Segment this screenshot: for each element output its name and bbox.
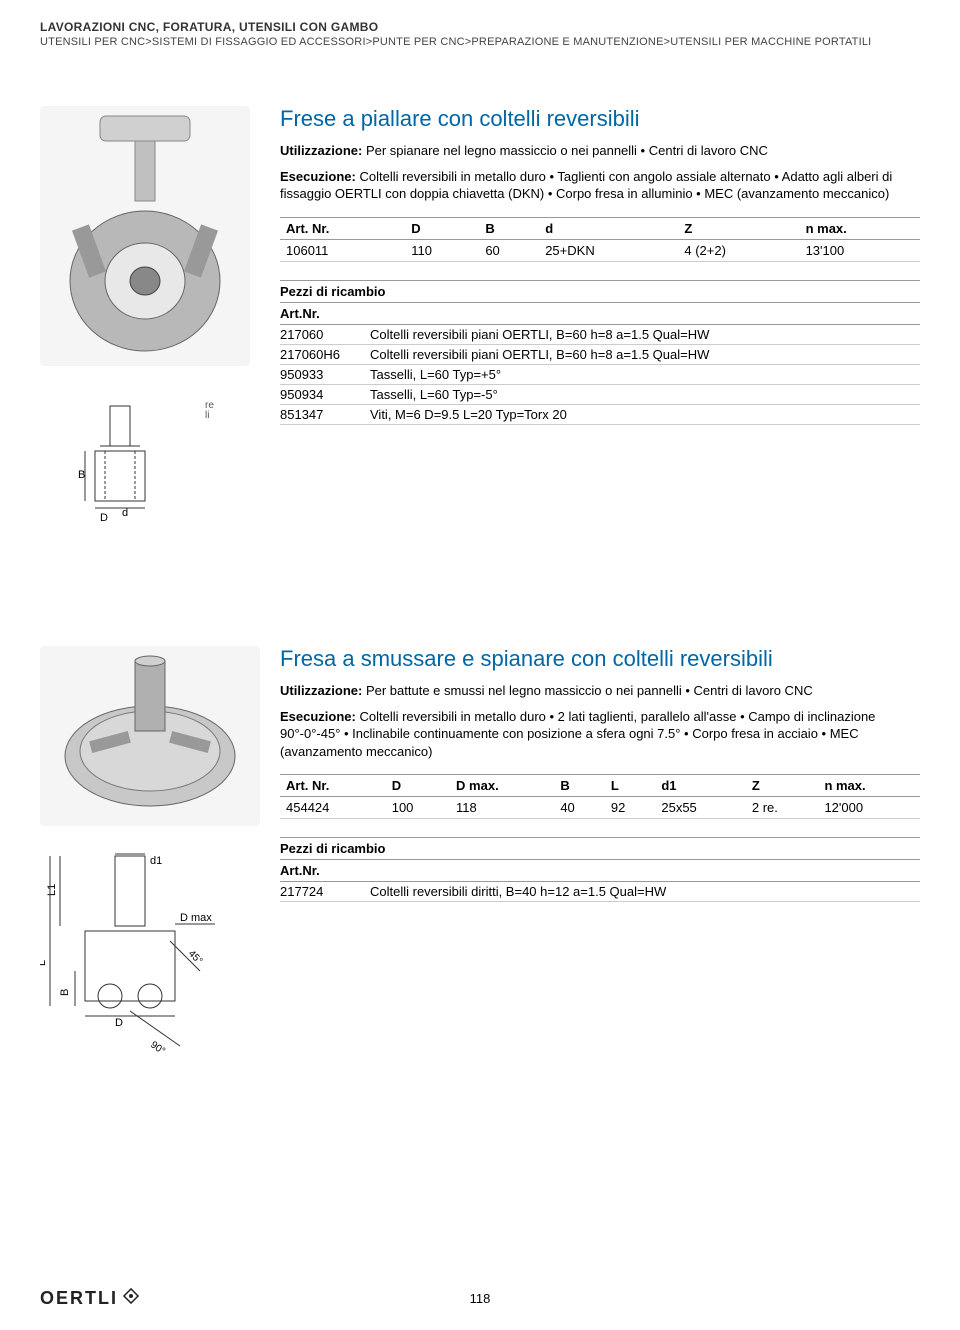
product-section-2: d1 45° 90° L1 L B D D max <box>0 646 960 1076</box>
spec-header: L <box>605 775 656 797</box>
svg-text:D: D <box>115 1017 123 1029</box>
spec-cell: 2 re. <box>746 797 819 819</box>
product-section-1: re li B d D Frese a piallare con coltell… <box>0 106 960 526</box>
brand-logo: OERTLI <box>40 1287 140 1310</box>
page-number: 118 <box>470 1291 491 1306</box>
utilization-2: Utilizzazione: Per battute e smussi nel … <box>280 682 920 700</box>
dim-D: D <box>100 512 108 524</box>
spec-cell: 40 <box>554 797 605 819</box>
spare-cell: Coltelli reversibili piani OERTLI, B=60 … <box>370 325 920 345</box>
svg-text:90°: 90° <box>148 1039 167 1057</box>
spec-cell: 110 <box>405 239 479 261</box>
spec-header: d1 <box>655 775 746 797</box>
spec-cell: 118 <box>450 797 554 819</box>
utilization-1: Utilizzazione: Per spianare nel legno ma… <box>280 142 920 160</box>
spec-cell: 25+DKN <box>539 239 678 261</box>
svg-text:45°: 45° <box>186 948 204 966</box>
spec-header: Z <box>678 217 799 239</box>
spare-cell: 217724 <box>280 882 370 902</box>
spec-cell: 4 (2+2) <box>678 239 799 261</box>
spec-cell: 25x55 <box>655 797 746 819</box>
product-title-2: Fresa a smussare e spianare con coltelli… <box>280 646 920 672</box>
header-category: LAVORAZIONI CNC, FORATURA, UTENSILI CON … <box>40 20 920 34</box>
spec-header: n max. <box>818 775 920 797</box>
spec-header: B <box>554 775 605 797</box>
spare-table-1: 217060Coltelli reversibili piani OERTLI,… <box>280 325 920 425</box>
spec-cell: 454424 <box>280 797 386 819</box>
dim-B: B <box>78 469 85 481</box>
spare-cell: 950933 <box>280 364 370 384</box>
dim-d: d <box>122 507 128 519</box>
spare-cell: Tasselli, L=60 Typ=+5° <box>370 364 920 384</box>
spare-parts-title-2: Pezzi di ricambio <box>280 837 920 860</box>
spec-header: Art. Nr. <box>280 775 386 797</box>
spare-cell: Tasselli, L=60 Typ=-5° <box>370 384 920 404</box>
svg-text:D max: D max <box>180 912 212 924</box>
svg-text:L1: L1 <box>46 884 58 896</box>
spec-table-1: Art. Nr. D B d Z n max. 106011 110 60 25… <box>280 217 920 262</box>
spare-cell: Viti, M=6 D=9.5 L=20 Typ=Torx 20 <box>370 404 920 424</box>
execution-1: Esecuzione: Coltelli reversibili in meta… <box>280 168 920 203</box>
svg-text:L: L <box>40 960 48 966</box>
spare-cell: 217060H6 <box>280 344 370 364</box>
direction-labels: re li <box>205 401 214 421</box>
execution-2: Esecuzione: Coltelli reversibili in meta… <box>280 708 920 761</box>
spec-header: d <box>539 217 678 239</box>
spare-cell: Coltelli reversibili diritti, B=40 h=12 … <box>370 882 920 902</box>
product-image-2 <box>40 646 260 826</box>
chamfer-cutter-illustration <box>40 646 260 826</box>
spec-cell: 100 <box>386 797 450 819</box>
dimension-diagram-2: d1 45° 90° L1 L B D D max <box>40 846 240 1076</box>
spec-cell: 106011 <box>280 239 405 261</box>
spec-table-2: Art. Nr. D D max. B L d1 Z n max. 454424… <box>280 774 920 819</box>
svg-text:d1: d1 <box>150 855 162 867</box>
spare-cell: Coltelli reversibili piani OERTLI, B=60 … <box>370 344 920 364</box>
product-title-1: Frese a piallare con coltelli reversibil… <box>280 106 920 132</box>
spec-cell: 92 <box>605 797 656 819</box>
spare-cell: 851347 <box>280 404 370 424</box>
svg-text:B: B <box>59 989 71 996</box>
spare-parts-header-2: Art.Nr. <box>280 860 920 882</box>
spare-cell: 950934 <box>280 384 370 404</box>
spec-header: D <box>386 775 450 797</box>
product-image-1 <box>40 106 250 366</box>
header-breadcrumb: UTENSILI PER CNC>SISTEMI DI FISSAGGIO ED… <box>40 36 920 48</box>
spare-parts-header-1: Art.Nr. <box>280 303 920 325</box>
spare-cell: 217060 <box>280 325 370 345</box>
spec-header: n max. <box>800 217 920 239</box>
spare-parts-title-1: Pezzi di ricambio <box>280 280 920 303</box>
spare-table-2: 217724Coltelli reversibili diritti, B=40… <box>280 882 920 902</box>
logo-diamond-icon <box>122 1287 140 1310</box>
spec-cell: 60 <box>479 239 539 261</box>
page-header: LAVORAZIONI CNC, FORATURA, UTENSILI CON … <box>0 0 960 56</box>
spec-header: Art. Nr. <box>280 217 405 239</box>
spec-header: Z <box>746 775 819 797</box>
spec-header: B <box>479 217 539 239</box>
spec-header: D <box>405 217 479 239</box>
spec-cell: 13'100 <box>800 239 920 261</box>
spec-cell: 12'000 <box>818 797 920 819</box>
spec-header: D max. <box>450 775 554 797</box>
dimension-diagram-1: B d D <box>70 396 190 526</box>
cutter-head-illustration <box>40 106 250 366</box>
page-footer: OERTLI 118 <box>0 1287 960 1310</box>
